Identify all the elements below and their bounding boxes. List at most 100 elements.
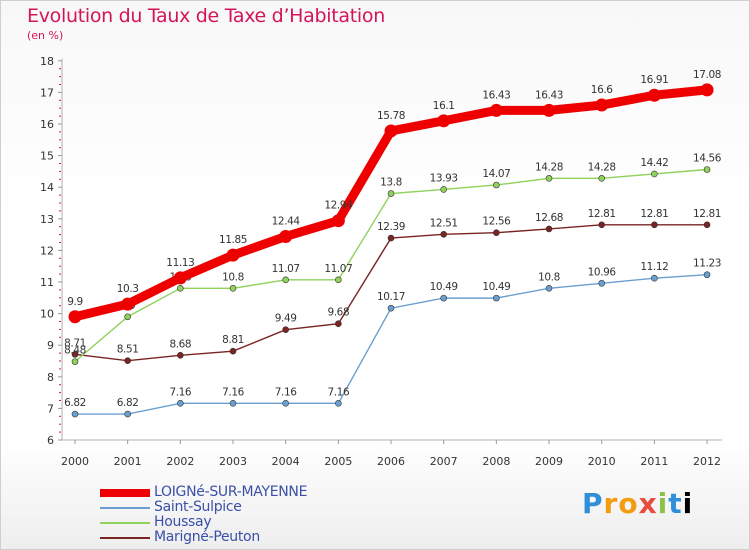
data-point-saint-sulpice (71, 410, 79, 418)
data-label-houssay: 14.56 (693, 153, 722, 165)
logo-letter: i (657, 487, 669, 520)
y-minor-tick (59, 392, 61, 394)
y-minor-tick (59, 178, 61, 180)
x-tick-label: 2009 (535, 455, 563, 468)
legend-swatch (100, 507, 150, 509)
data-label-houssay: 14.28 (535, 161, 563, 173)
y-minor-tick (59, 170, 61, 172)
data-label-saint-sulpice: 11.23 (693, 258, 721, 270)
y-tick-label: 10 (40, 308, 54, 321)
legend-label: Marigné-Peuton (154, 529, 260, 545)
data-label-saint-sulpice: 10.96 (588, 266, 617, 278)
y-minor-tick (59, 328, 61, 330)
data-label-marigne-peuton: 8.51 (117, 344, 139, 356)
data-label-loigne: 15.78 (377, 110, 405, 122)
data-label-saint-sulpice: 10.8 (538, 271, 560, 283)
data-point-marigne-peuton (335, 320, 342, 328)
x-tick-label: 2000 (61, 455, 89, 468)
data-point-saint-sulpice (598, 279, 606, 287)
data-point-houssay (440, 186, 447, 193)
data-point-saint-sulpice (493, 294, 500, 302)
data-point-saint-sulpice (282, 400, 289, 407)
data-point-loigne (437, 114, 451, 128)
data-label-marigne-peuton: 8.68 (169, 338, 191, 350)
data-point-marigne-peuton (229, 347, 237, 355)
y-minor-tick (59, 202, 61, 204)
y-minor-tick (59, 265, 61, 267)
y-minor-tick (59, 84, 61, 85)
data-point-saint-sulpice (229, 400, 237, 407)
y-minor-tick (59, 368, 61, 370)
data-label-saint-sulpice: 10.49 (482, 281, 510, 293)
y-minor-tick (59, 257, 61, 259)
data-point-marigne-peuton (440, 230, 447, 238)
data-point-saint-sulpice (387, 304, 395, 312)
data-point-marigne-peuton (703, 221, 711, 229)
y-minor-tick (59, 423, 61, 425)
legend-item-houssay: Houssay (100, 514, 400, 531)
data-label-houssay: 14.07 (482, 168, 510, 180)
y-minor-tick (59, 360, 61, 362)
data-label-loigne: 16.1 (433, 100, 455, 112)
y-minor-tick (59, 194, 61, 196)
data-label-houssay: 13.8 (380, 177, 402, 189)
data-label-marigne-peuton: 12.39 (377, 221, 405, 233)
data-label-loigne: 11.13 (166, 257, 194, 269)
data-label-loigne: 17.08 (693, 69, 721, 81)
x-tick-label: 2011 (640, 455, 668, 468)
data-label-loigne: 9.9 (67, 296, 83, 308)
y-minor-tick (59, 139, 61, 141)
data-point-marigne-peuton (282, 326, 289, 334)
data-label-houssay: 8.48 (64, 345, 86, 357)
proxiti-logo: Proxiti (582, 487, 693, 520)
data-point-houssay (177, 285, 184, 292)
data-point-saint-sulpice (703, 271, 711, 279)
data-label-marigne-peuton: 12.81 (588, 208, 616, 220)
data-point-loigne (226, 248, 240, 262)
data-label-marigne-peuton: 12.68 (535, 212, 563, 224)
logo-letter: r (603, 487, 619, 520)
y-tick-label: 18 (40, 55, 54, 68)
data-point-houssay (493, 181, 500, 189)
x-tick-label: 2004 (272, 455, 300, 468)
y-minor-tick (59, 68, 61, 70)
data-point-houssay (651, 170, 658, 178)
logo-letter: x (638, 487, 658, 520)
y-minor-tick (59, 321, 61, 322)
x-tick-label: 2008 (482, 455, 510, 468)
data-label-loigne: 11.85 (219, 234, 247, 246)
y-minor-tick (59, 210, 61, 212)
y-minor-tick (59, 226, 61, 228)
y-minor-tick (59, 115, 61, 117)
x-tick-label: 2012 (693, 455, 721, 468)
data-point-loigne (279, 229, 293, 243)
y-tick-label: 7 (47, 402, 54, 415)
chart-title: Evolution du Taux de Taxe d’Habitation (27, 5, 385, 27)
data-label-marigne-peuton: 8.81 (222, 334, 244, 346)
y-tick-label: 12 (40, 244, 54, 257)
y-tick-label: 6 (47, 434, 54, 447)
y-tick-label: 11 (40, 276, 54, 289)
y-minor-tick (59, 384, 61, 386)
data-point-marigne-peuton (493, 229, 500, 237)
y-minor-tick (59, 163, 61, 164)
data-label-houssay: 11.07 (272, 263, 300, 275)
data-point-loigne (489, 103, 503, 117)
x-tick-label: 2002 (166, 455, 194, 468)
data-label-loigne: 10.3 (117, 283, 139, 295)
x-tick-label: 2007 (430, 455, 458, 468)
x-tick-label: 2005 (324, 455, 352, 468)
legend-item-marigne-peuton: Marigné-Peuton (100, 529, 400, 546)
legend-label: Houssay (154, 514, 212, 530)
y-tick-label: 8 (47, 371, 54, 384)
data-label-marigne-peuton: 9.68 (327, 307, 349, 319)
data-point-loigne (173, 271, 187, 285)
legend-item-loigne: LOIGNé-SUR-MAYENNE (100, 484, 400, 501)
data-label-marigne-peuton: 12.81 (640, 208, 668, 220)
y-tick-label: 16 (40, 118, 54, 131)
chart-unit: (en %) (27, 29, 64, 42)
y-minor-tick (59, 99, 61, 101)
y-minor-tick (59, 431, 61, 433)
legend-label: LOIGNé-SUR-MAYENNE (154, 484, 308, 500)
